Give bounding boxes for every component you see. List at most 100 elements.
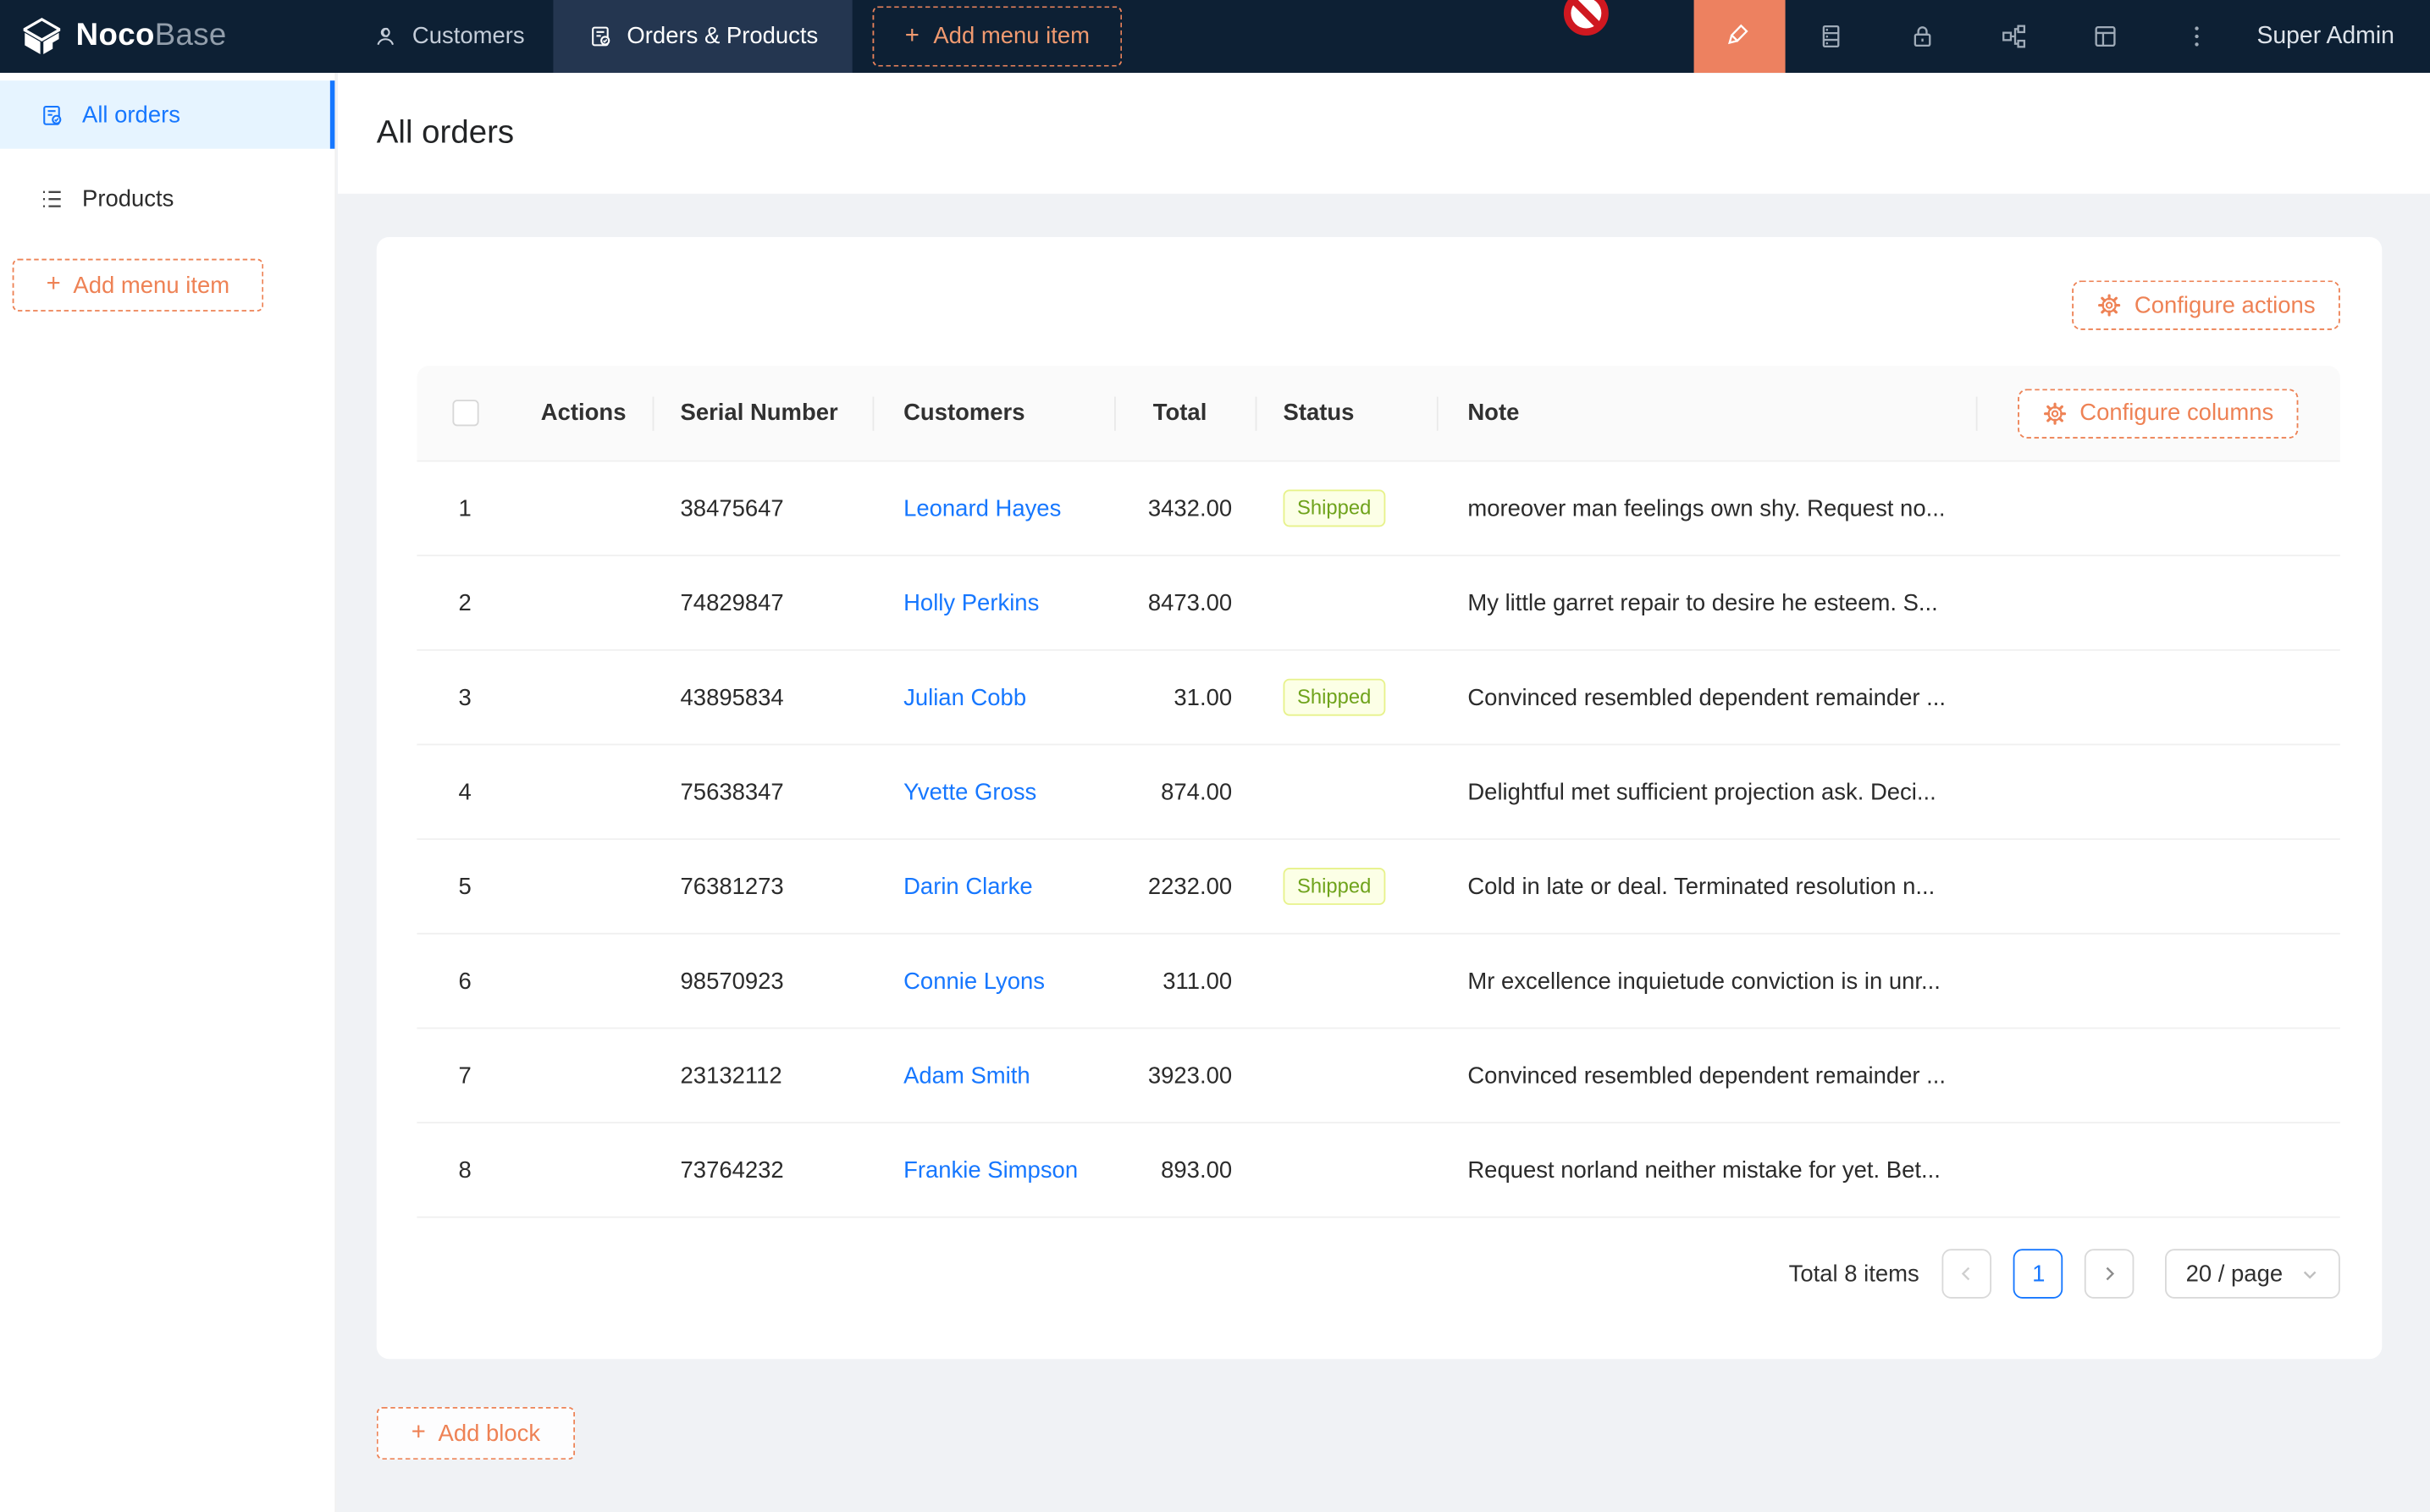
customer-cell: Leonard Hayes <box>872 461 1114 555</box>
customer-link[interactable]: Adam Smith <box>903 1062 1030 1089</box>
collections-manager-button[interactable] <box>1786 0 1877 73</box>
customer-link[interactable]: Yvette Gross <box>903 778 1037 805</box>
table-row: 4 75638347 Yvette Gross 874.00 Delightfu… <box>417 745 2340 841</box>
nocobase-logo-icon <box>23 17 61 54</box>
sidebar-item-label: Products <box>82 185 174 212</box>
actions-cell <box>513 461 653 555</box>
nav-tab-customers[interactable]: Customers <box>344 0 552 73</box>
add-menu-item-button-navbar[interactable]: + Add menu item <box>872 6 1123 67</box>
note-cell: Request norland neither mistake for yet.… <box>1467 1156 1941 1184</box>
actions-cell <box>513 651 653 744</box>
nav-tab-label: Customers <box>411 23 525 50</box>
current-user-button[interactable]: Super Admin <box>2256 22 2394 49</box>
customer-link[interactable]: Holly Perkins <box>903 589 1040 616</box>
nocobase-logo[interactable]: NocoBase <box>0 0 344 73</box>
configure-actions-button[interactable]: Configure actions <box>2072 280 2340 330</box>
orders-table-block: Configure actions Actions Serial Number … <box>376 237 2383 1360</box>
serial-cell: 98570923 <box>680 968 784 995</box>
ui-editor-button[interactable] <box>1694 0 1787 74</box>
access-control-button[interactable] <box>1877 0 1969 73</box>
note-cell: moreover man feelings own shy. Request n… <box>1467 494 1946 521</box>
add-block-button[interactable]: + Add block <box>376 1406 576 1460</box>
plus-icon: + <box>411 1419 426 1446</box>
customer-link[interactable]: Julian Cobb <box>903 684 1027 711</box>
customer-link[interactable]: Connie Lyons <box>903 968 1045 995</box>
column-header-customers: Customers <box>872 366 1114 461</box>
status-cell <box>1256 1029 1437 1122</box>
page-title: All orders <box>376 114 515 151</box>
page-size-select[interactable]: 20 / page <box>2165 1249 2340 1299</box>
spacer-cell <box>1976 1123 2340 1217</box>
table-toolbar: Configure actions <box>417 280 2340 330</box>
workflow-button[interactable] <box>1969 0 2060 73</box>
customer-cell: Darin Clarke <box>872 840 1114 933</box>
total-cell: 893.00 <box>1161 1156 1233 1184</box>
blocked-cursor-icon <box>1562 0 1610 37</box>
ellipsis-vertical-icon <box>2183 22 2212 52</box>
total-cell: 3923.00 <box>1147 1062 1233 1089</box>
customer-link[interactable]: Darin Clarke <box>903 873 1033 900</box>
pagination-next-button[interactable] <box>2085 1249 2135 1299</box>
customer-cell: Connie Lyons <box>872 935 1114 1028</box>
row-index: 8 <box>458 1156 472 1184</box>
serial-cell: 38475647 <box>680 494 784 521</box>
row-index: 6 <box>458 968 472 995</box>
row-index: 1 <box>458 494 472 521</box>
column-header-total: Total <box>1114 366 1256 461</box>
plugin-settings-button[interactable] <box>2060 0 2151 73</box>
customer-cell: Julian Cobb <box>872 651 1114 744</box>
configure-columns-button[interactable]: Configure columns <box>2018 388 2299 439</box>
more-menu-button[interactable] <box>2151 0 2243 73</box>
serial-cell: 23132112 <box>680 1062 782 1089</box>
nav-tab-orders-products[interactable]: Orders & Products <box>552 0 853 74</box>
page-header: All orders <box>338 73 2430 194</box>
total-cell: 2232.00 <box>1147 873 1233 900</box>
select-all-checkbox[interactable] <box>451 400 478 427</box>
status-cell: Shipped <box>1256 461 1437 555</box>
list-icon <box>39 185 65 212</box>
table-row: 1 38475647 Leonard Hayes 3432.00 Shipped… <box>417 461 2340 557</box>
actions-cell <box>513 1029 653 1122</box>
sidebar-item-all-orders[interactable]: All orders <box>0 80 335 149</box>
customer-link[interactable]: Leonard Hayes <box>903 494 1062 521</box>
actions-cell <box>513 840 653 933</box>
column-header-note: Note <box>1437 366 1976 461</box>
configure-columns-cell: Configure columns <box>1976 366 2340 461</box>
status-badge: Shipped <box>1283 677 1385 717</box>
status-cell <box>1256 745 1437 838</box>
pagination-page-1[interactable]: 1 <box>2013 1249 2064 1299</box>
actions-cell <box>513 935 653 1028</box>
chevron-down-icon <box>2300 1264 2320 1284</box>
actions-cell <box>513 556 653 649</box>
orders-doc-icon <box>587 23 613 49</box>
customer-cell: Yvette Gross <box>872 745 1114 838</box>
customer-cell: Frankie Simpson <box>872 1123 1114 1217</box>
add-menu-item-button-sidebar[interactable]: + Add menu item <box>12 258 264 312</box>
total-cell: 311.00 <box>1163 968 1233 995</box>
sidebar-item-label: All orders <box>82 101 180 129</box>
status-cell: Shipped <box>1256 840 1437 933</box>
note-cell: My little garret repair to desire he est… <box>1467 589 1938 616</box>
spacer-cell <box>1976 651 2340 744</box>
sidebar-item-products[interactable]: Products <box>0 164 334 233</box>
pagination-total: Total 8 items <box>1788 1260 1919 1288</box>
spacer-cell <box>1976 556 2340 649</box>
gear-icon <box>2042 400 2067 425</box>
row-index: 2 <box>458 589 472 616</box>
note-cell: Mr excellence inquietude conviction is i… <box>1467 968 1941 995</box>
spacer-cell <box>1976 935 2340 1028</box>
pagination-prev-button[interactable] <box>1942 1249 1992 1299</box>
customer-cell: Adam Smith <box>872 1029 1114 1122</box>
table-row: 5 76381273 Darin Clarke 2232.00 Shipped … <box>417 840 2340 935</box>
note-cell: Delightful met sufficient projection ask… <box>1467 778 1936 805</box>
spacer-cell <box>1976 461 2340 555</box>
total-cell: 31.00 <box>1174 684 1233 711</box>
top-navbar: NocoBase Customers Orders & Products + A… <box>0 0 2430 74</box>
customer-link[interactable]: Frankie Simpson <box>903 1156 1079 1184</box>
plus-icon: + <box>904 22 920 49</box>
serial-cell: 75638347 <box>680 778 784 805</box>
actions-cell <box>513 1123 653 1217</box>
customer-cell: Holly Perkins <box>872 556 1114 649</box>
table-header-row: Actions Serial Number Customers Total St… <box>417 365 2340 462</box>
gear-icon <box>2097 293 2122 317</box>
